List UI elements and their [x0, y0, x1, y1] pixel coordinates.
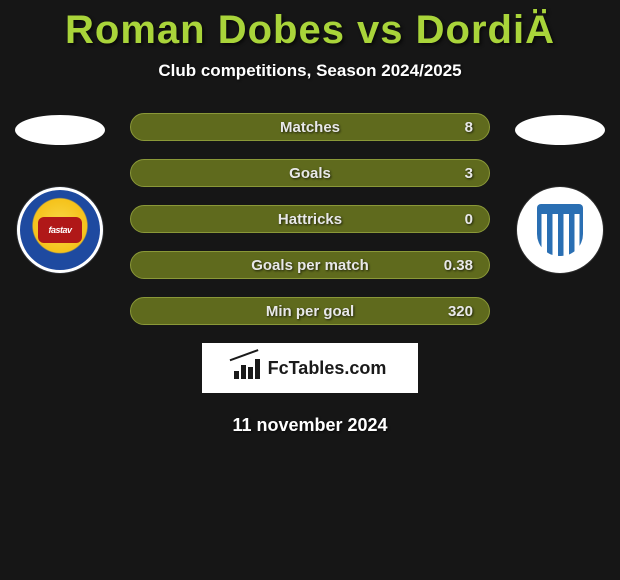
stat-value-right: 3	[465, 165, 473, 182]
stat-value-right: 0.38	[444, 257, 473, 274]
left-badge-text: fastav	[48, 225, 71, 235]
stat-label: Hattricks	[278, 211, 342, 228]
left-club-badge: fastav	[17, 187, 103, 273]
stat-label: Matches	[280, 119, 340, 136]
stat-row-hattricks: Hattricks 0	[130, 205, 490, 233]
right-badge-shield	[537, 204, 583, 256]
right-side	[508, 113, 612, 436]
bar-chart-icon	[234, 357, 262, 379]
subtitle: Club competitions, Season 2024/2025	[0, 61, 620, 81]
stat-value-right: 0	[465, 211, 473, 228]
right-ellipse	[515, 115, 605, 145]
stat-label: Goals per match	[251, 257, 369, 274]
stat-value-right: 8	[465, 119, 473, 136]
left-side: fastav	[8, 113, 112, 436]
left-badge-stripe: fastav	[38, 217, 82, 243]
brand-banner[interactable]: FcTables.com	[202, 343, 418, 393]
stat-label: Goals	[289, 165, 331, 182]
right-club-badge	[517, 187, 603, 273]
left-ellipse	[15, 115, 105, 145]
stat-row-matches: Matches 8	[130, 113, 490, 141]
date-label: 11 november 2024	[130, 415, 490, 436]
stat-value-right: 320	[448, 303, 473, 320]
stats-panel: Matches 8 Goals 3 Hattricks 0 Goals per …	[112, 113, 508, 436]
stat-label: Min per goal	[266, 303, 354, 320]
page-title: Roman Dobes vs DordiÄ	[0, 0, 620, 53]
comparison-layout: fastav Matches 8 Goals 3 Hattricks 0 Goa…	[0, 113, 620, 436]
stat-row-gpm: Goals per match 0.38	[130, 251, 490, 279]
stat-row-goals: Goals 3	[130, 159, 490, 187]
stat-row-mpg: Min per goal 320	[130, 297, 490, 325]
brand-text: FcTables.com	[268, 358, 387, 379]
